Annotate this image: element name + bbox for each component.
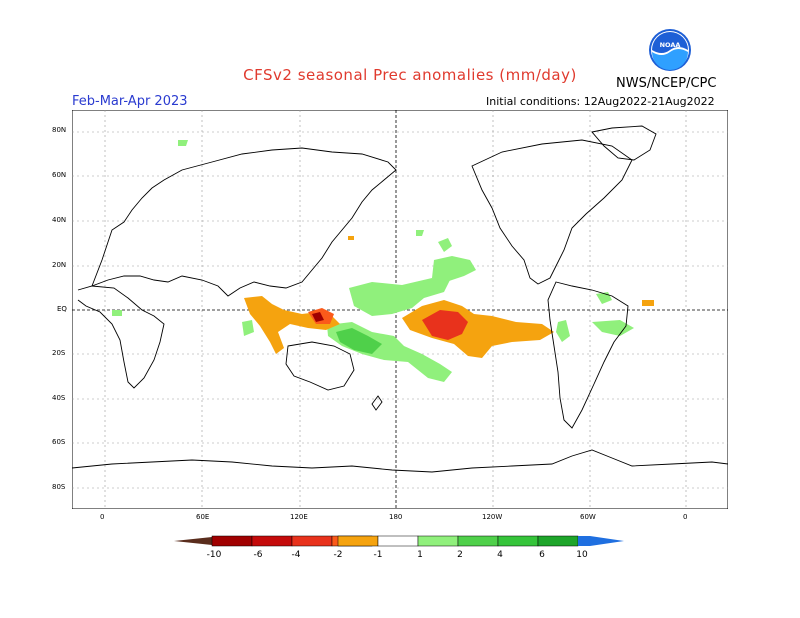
lon-label-180: 180 <box>389 513 403 521</box>
colorbar-label: -2 <box>334 550 343 560</box>
lat-label-20n: 20N <box>52 261 67 269</box>
colorbar-label: 1 <box>417 550 423 560</box>
map-gridlines <box>72 110 728 509</box>
lat-label-40s: 40S <box>52 394 66 402</box>
colorbar-label: 10 <box>576 550 588 560</box>
colorbar-label: 6 <box>539 550 545 560</box>
lon-label-120w: 120W <box>482 513 503 521</box>
colorbar-label: -4 <box>292 550 301 560</box>
lat-label-60n: 60N <box>52 171 67 179</box>
lon-label-60w: 60W <box>580 513 596 521</box>
colorbar-low-arrow <box>174 537 212 545</box>
map-title: CFSv2 seasonal Prec anomalies (mm/day) <box>243 66 577 84</box>
season-label: Feb-Mar-Apr 2023 <box>72 94 188 109</box>
equator-dateline <box>72 110 728 509</box>
lat-label-80n: 80N <box>52 126 67 134</box>
lon-label-0-east: 0 <box>683 513 688 521</box>
colorbar-label: -1 <box>374 550 383 560</box>
precipitation-anomaly-map: 80N 60N 40N 20N EQ 20S 40S 60S 80S <box>72 110 728 509</box>
colorbar-label: 4 <box>497 550 503 560</box>
lat-label-80s: 80S <box>52 483 66 491</box>
colorbar-label: -6 <box>254 550 263 560</box>
colorbar: -10 -6 -4 -2 -1 1 2 4 6 10 <box>174 535 624 560</box>
coastlines <box>72 125 728 473</box>
noaa-logo-icon: NOAA <box>649 29 691 71</box>
colorbar-high-arrow <box>578 536 624 546</box>
wet-anomalies <box>112 140 634 382</box>
colorbar-label: 2 <box>457 550 463 560</box>
lat-label-60s: 60S <box>52 438 66 446</box>
lat-label-eq: EQ <box>57 305 67 313</box>
initial-conditions-label: Initial conditions: 12Aug2022-21Aug2022 <box>486 95 715 108</box>
lon-label-60e: 60E <box>196 513 210 521</box>
lat-label-40n: 40N <box>52 216 67 224</box>
lon-label-120e: 120E <box>290 513 308 521</box>
lat-label-20s: 20S <box>52 349 66 357</box>
dry-anomalies <box>244 236 654 358</box>
noaa-logo-text: NOAA <box>660 41 681 49</box>
lon-label-0: 0 <box>100 513 105 521</box>
colorbar-label: -10 <box>207 550 222 560</box>
agency-label: NWS/NCEP/CPC <box>616 76 717 91</box>
